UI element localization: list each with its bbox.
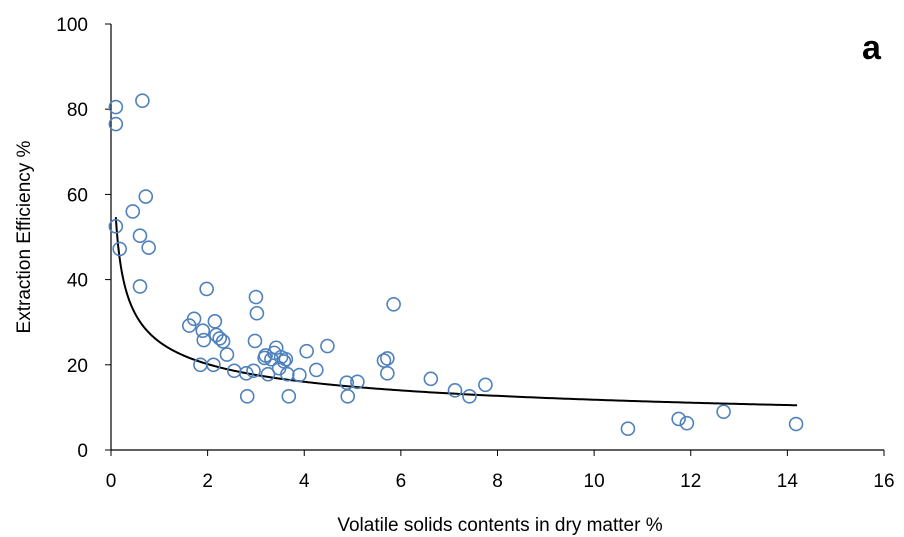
data-point	[108, 99, 124, 115]
data-point	[260, 366, 276, 382]
data-point	[108, 116, 124, 132]
data-point	[278, 351, 294, 367]
data-point	[320, 338, 335, 354]
x-axis-title: Volatile solids contents in dry matter %	[337, 515, 662, 536]
data-point	[238, 366, 254, 381]
data-point	[671, 411, 686, 427]
data-point	[462, 389, 477, 404]
y-tick-label: 60	[67, 185, 88, 206]
y-tick-label: 20	[67, 356, 88, 377]
data-point	[112, 241, 127, 257]
y-axis-title: Extraction Efficiency %	[14, 140, 35, 333]
data-point	[186, 311, 202, 327]
y-tick-label: 80	[67, 100, 88, 121]
y-tick-label: 100	[56, 15, 88, 36]
data-point	[239, 389, 255, 404]
data-point	[248, 289, 264, 305]
data-point	[132, 228, 148, 244]
y-tick-labels: 0 20 40 60 80 100	[56, 15, 111, 462]
data-point	[138, 189, 154, 204]
data-point	[447, 383, 463, 398]
data-point	[246, 363, 261, 379]
data-point	[219, 347, 235, 362]
data-point	[108, 219, 124, 234]
data-point	[141, 240, 156, 255]
data-point	[249, 305, 265, 321]
x-tick-label: 14	[777, 471, 799, 492]
data-point	[386, 297, 401, 312]
data-point	[135, 93, 150, 108]
data-point	[380, 351, 395, 366]
data-point	[281, 389, 297, 404]
x-tick-label: 0	[106, 471, 117, 492]
data-point	[788, 416, 804, 432]
data-point	[280, 366, 295, 382]
data-point	[206, 357, 221, 373]
x-tick-label: 4	[299, 471, 310, 492]
trend-line	[114, 216, 798, 407]
data-point	[679, 415, 695, 431]
x-tick-label: 6	[396, 471, 407, 492]
data-point	[125, 204, 141, 219]
data-point	[193, 357, 208, 373]
plot-axes	[110, 24, 884, 451]
data-point	[247, 333, 263, 349]
data-point	[212, 331, 228, 346]
data-point	[292, 367, 307, 383]
data-point	[340, 389, 356, 404]
data-point	[716, 404, 731, 419]
x-tick-label: 10	[584, 471, 605, 492]
data-point	[268, 340, 284, 356]
y-tick-label: 40	[67, 271, 88, 292]
panel-label: a	[862, 29, 882, 67]
x-tick-label: 2	[202, 471, 213, 492]
x-tick-label: 16	[873, 471, 894, 492]
data-point	[350, 374, 365, 390]
data-point	[380, 366, 395, 381]
data-point	[478, 377, 493, 393]
y-tick-label: 0	[77, 441, 88, 462]
data-point	[423, 371, 439, 387]
data-point	[132, 279, 148, 294]
x-tick-labels: 0 2 4 6 8 10 12 14 16	[106, 450, 895, 492]
data-point	[215, 334, 231, 349]
data-point	[196, 332, 212, 348]
scatter-points	[108, 93, 804, 437]
data-point	[620, 421, 636, 437]
data-point	[195, 323, 211, 339]
x-tick-label: 12	[680, 471, 701, 492]
data-point	[199, 281, 214, 297]
data-point	[299, 343, 314, 359]
data-point	[309, 362, 324, 378]
data-point	[207, 314, 223, 329]
x-tick-label: 8	[492, 471, 503, 492]
